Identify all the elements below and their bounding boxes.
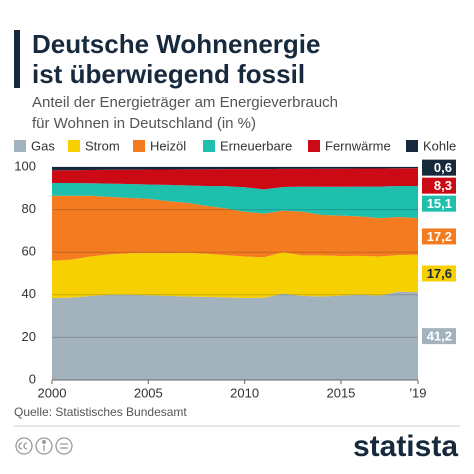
area [52, 291, 418, 380]
value-label: 0,6 [434, 160, 452, 175]
value-label: 17,6 [427, 266, 452, 281]
y-tick-label: 60 [22, 244, 36, 259]
value-label-box [422, 228, 456, 245]
value-label: 8,3 [434, 178, 452, 193]
area [52, 195, 418, 261]
chart-subtitle: für Wohnen in Deutschland (in %) [32, 115, 256, 132]
y-tick-label: 20 [22, 329, 36, 344]
legend-label: Erneuerbare [220, 138, 292, 153]
area [52, 252, 418, 298]
title-bar [14, 30, 20, 88]
y-tick-label: 0 [29, 371, 36, 386]
chart-subtitle: Anteil der Energieträger am Energieverbr… [32, 94, 338, 111]
legend-swatch [308, 140, 320, 152]
value-label-box [422, 265, 456, 282]
chart-title: ist überwiegend fossil [32, 59, 305, 89]
value-label-box [422, 159, 456, 176]
chart-title: Deutsche Wohnenergie [32, 29, 320, 59]
x-tick-label: 2000 [38, 385, 67, 400]
area [52, 182, 418, 219]
y-tick-label: 100 [14, 158, 36, 173]
x-tick-label: '19 [410, 385, 427, 400]
legend-swatch [203, 140, 215, 152]
value-label-box [422, 195, 456, 212]
value-label-box [422, 177, 456, 194]
license-icons [15, 437, 73, 455]
area [52, 167, 418, 171]
y-tick-label: 40 [22, 286, 36, 301]
legend-label: Kohle [423, 138, 456, 153]
area [52, 168, 418, 190]
y-tick-label: 80 [22, 201, 36, 216]
value-label-box [422, 328, 456, 345]
value-label: 41,2 [427, 329, 452, 344]
legend-label: Gas [31, 138, 55, 153]
legend-label: Strom [85, 138, 120, 153]
legend-swatch [133, 140, 145, 152]
brand-logo: statista [353, 430, 458, 463]
legend-swatch [14, 140, 26, 152]
value-label: 17,2 [427, 229, 452, 244]
legend-label: Heizöl [150, 138, 186, 153]
x-tick-label: 2015 [326, 385, 355, 400]
legend-swatch [68, 140, 80, 152]
legend-swatch [406, 140, 418, 152]
x-tick-label: 2010 [230, 385, 259, 400]
legend-label: Fernwärme [325, 138, 391, 153]
x-tick-label: 2005 [134, 385, 163, 400]
source: Quelle: Statistisches Bundesamt [14, 405, 187, 419]
value-label: 15,1 [427, 196, 452, 211]
areas [52, 167, 418, 380]
